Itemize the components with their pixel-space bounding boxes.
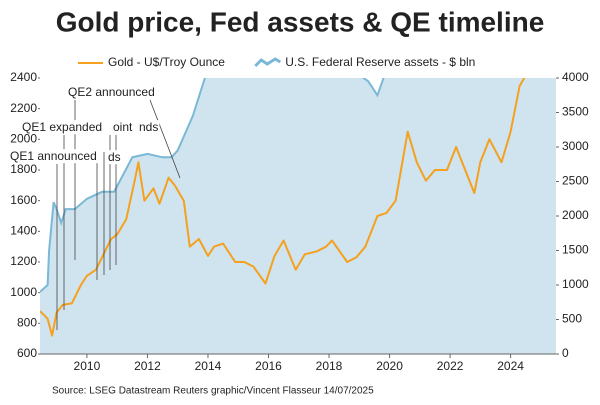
legend-label: Gold - U$/Troy Ounce	[108, 55, 225, 69]
plot-area	[40, 78, 556, 354]
y2-tick-label: 500	[562, 312, 582, 326]
y-tick-label: 800	[17, 316, 37, 330]
annotation-bg	[107, 150, 122, 165]
annotation-leader	[149, 99, 181, 179]
y-tick-label: 1200	[10, 254, 37, 268]
x-tick-label: 2022	[437, 359, 464, 373]
annotation-bg	[138, 120, 160, 135]
y-tick-label: 600	[17, 346, 37, 360]
chart-title: Gold price, Fed assets & QE timeline	[56, 6, 545, 37]
x-tick-label: 2010	[74, 359, 101, 373]
area	[40, 78, 556, 354]
annotation: QE2 announced	[68, 85, 155, 99]
y-tick-label: 2000	[10, 132, 37, 146]
annotation: QE1 expanded	[22, 120, 102, 134]
x-tick-label: 2018	[316, 359, 343, 373]
y2-tick-label: 3000	[562, 139, 589, 153]
y-tick-label: 1600	[10, 193, 37, 207]
x-tick-label: 2020	[376, 359, 403, 373]
y2-tick-label: 3500	[562, 105, 589, 119]
y-tick-label: 2200	[10, 101, 37, 115]
annotation-bg	[112, 120, 135, 135]
source: Source: LSEG Datastream Reuters graphic/…	[52, 386, 374, 397]
x-tick-label: 2024	[497, 359, 524, 373]
y2-tick-label: 1500	[562, 243, 589, 257]
legend-swatch	[254, 57, 282, 68]
annotation: ds	[108, 150, 121, 164]
legend-label: U.S. Federal Reserve assets - $ bln	[285, 55, 475, 69]
annotation-bg	[21, 120, 104, 135]
y2-tick-label: 4000	[562, 70, 589, 84]
y-tick-label: 1400	[10, 224, 37, 238]
y-tick-label: 1800	[10, 162, 37, 176]
annotation-bg	[67, 85, 156, 100]
y2-tick-label: 1000	[562, 277, 589, 291]
x-tick-label: 2014	[195, 359, 222, 373]
area-outline	[40, 78, 385, 293]
y2-tick-label: 0	[562, 346, 569, 360]
y2-tick-label: 2000	[562, 208, 589, 222]
y-tick-label: 1000	[10, 285, 37, 299]
annotation: QE1 announced	[10, 149, 97, 163]
annotation: oint	[113, 120, 133, 134]
x-tick-label: 2016	[255, 359, 282, 373]
annotation-bg	[9, 149, 98, 164]
line	[40, 78, 526, 337]
annotation: nds	[139, 120, 158, 134]
y2-tick-label: 2500	[562, 174, 589, 188]
x-tick-label: 2012	[134, 359, 161, 373]
y-tick-label: 2400	[10, 70, 37, 84]
